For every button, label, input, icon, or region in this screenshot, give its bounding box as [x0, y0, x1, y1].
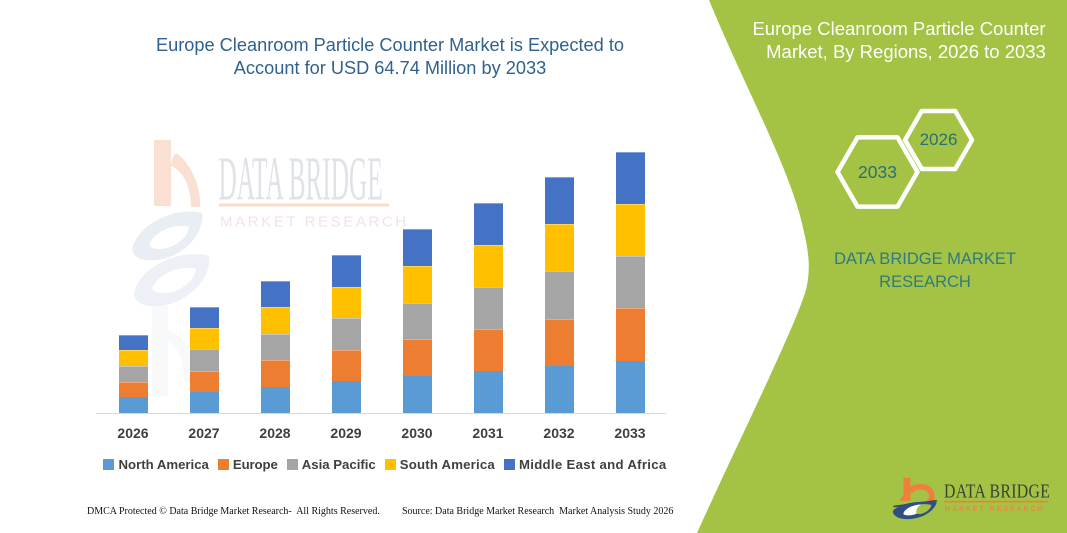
svg-text:MARKET RESEARCH: MARKET RESEARCH — [945, 504, 1045, 513]
svg-text:2033: 2033 — [858, 162, 897, 182]
svg-text:2026: 2026 — [920, 130, 958, 149]
svg-text:DATA BRIDGE: DATA BRIDGE — [944, 480, 1050, 502]
svg-text:MARKET RESEARCH: MARKET RESEARCH — [220, 214, 409, 231]
svg-text:DATA BRIDGE: DATA BRIDGE — [219, 146, 383, 214]
